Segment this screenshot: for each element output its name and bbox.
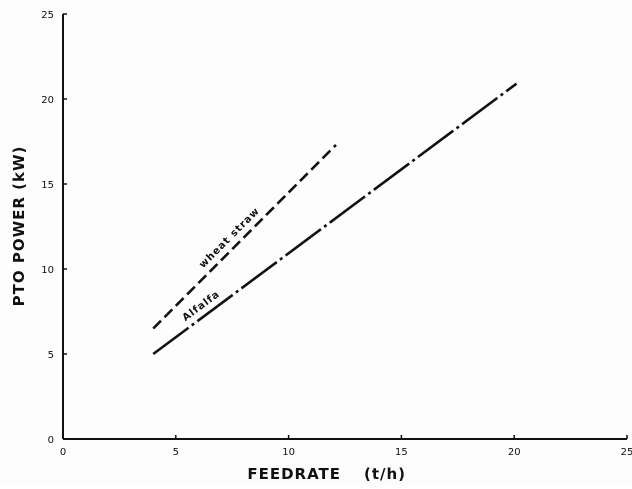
x-tick-label: 0: [60, 447, 66, 458]
x-tick-label: 5: [173, 447, 179, 458]
x-tick-label: 10: [282, 447, 295, 458]
series-layer: [152, 82, 518, 356]
x-axis-unit: (t/h): [364, 465, 406, 483]
y-ticks: 0 5 10 15 20 25: [41, 10, 67, 446]
x-tick-label: 25: [621, 447, 632, 458]
series-label-wheat-straw: wheat straw: [197, 206, 262, 271]
y-tick-label: 15: [41, 180, 54, 191]
y-tick-label: 10: [41, 265, 54, 276]
y-axis-title: PTO POWER (kW): [10, 146, 28, 307]
x-tick-label: 20: [508, 447, 521, 458]
x-axis-title: FEEDRATE: [247, 465, 341, 483]
x-tick-label: 15: [395, 447, 408, 458]
y-tick-label: 5: [48, 350, 54, 361]
axes: [62, 14, 627, 440]
y-tick-label: 25: [41, 10, 54, 21]
x-axis-label: FEEDRATE: [247, 465, 341, 483]
y-tick-label: 0: [48, 435, 54, 446]
series-line-wheat-straw: [152, 143, 337, 330]
series-line-alfalfa: [152, 82, 518, 356]
y-tick-label: 20: [41, 95, 54, 106]
